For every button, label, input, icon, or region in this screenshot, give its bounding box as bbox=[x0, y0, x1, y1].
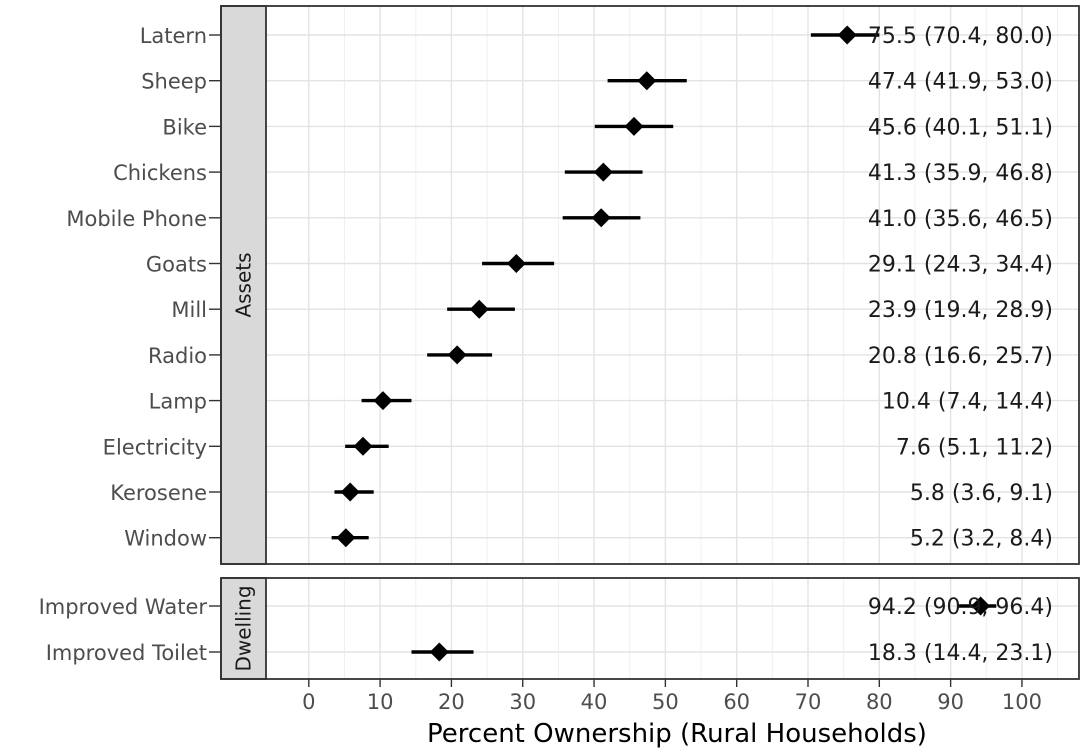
strip-label: Assets bbox=[232, 252, 256, 317]
estimate-text: 20.8 (16.6, 25.7) bbox=[868, 344, 1053, 369]
x-tick-label: 30 bbox=[509, 690, 536, 714]
x-tick-label: 80 bbox=[866, 690, 893, 714]
row-label: Improved Toilet bbox=[46, 641, 207, 665]
x-tick-label: 20 bbox=[438, 690, 465, 714]
row-label: Mobile Phone bbox=[66, 207, 207, 231]
x-axis-title: Percent Ownership (Rural Households) bbox=[427, 719, 927, 749]
estimate-point bbox=[624, 116, 644, 136]
estimate-point bbox=[447, 345, 467, 365]
panel-background bbox=[266, 6, 1079, 564]
x-axis: 0 10 20 30 40 50 60 70 80 90 100 bbox=[302, 679, 1042, 714]
estimate-text: 94.2 (90.9, 96.4) bbox=[868, 595, 1053, 620]
row-label: Lamp bbox=[149, 390, 207, 414]
estimate-point bbox=[837, 25, 857, 45]
estimate-text: 7.6 (5.1, 11.2) bbox=[896, 435, 1053, 460]
x-tick-label: 100 bbox=[1002, 690, 1042, 714]
row-label: Mill bbox=[171, 298, 207, 322]
row-label: Improved Water bbox=[39, 595, 208, 619]
estimate-text: 5.8 (3.6, 9.1) bbox=[910, 481, 1053, 506]
estimate-point bbox=[637, 71, 657, 91]
panel-border bbox=[220, 577, 1080, 680]
panel-assets: Latern 75.5 (70.4, 80.0) Sheep 47.4 (41.9, … bbox=[66, 5, 1080, 565]
estimate-text: 18.3 (14.4, 23.1) bbox=[868, 641, 1053, 666]
row-label: Sheep bbox=[141, 70, 207, 94]
estimate-text: 10.4 (7.4, 14.4) bbox=[882, 390, 1053, 415]
estimate-text: 45.6 (40.1, 51.1) bbox=[868, 115, 1053, 140]
estimate-point bbox=[429, 642, 449, 662]
estimate-text: 23.9 (19.4, 28.9) bbox=[868, 298, 1053, 323]
panel-border bbox=[220, 5, 1080, 565]
strip-label: Dwelling bbox=[232, 585, 256, 671]
strip-background bbox=[220, 577, 267, 680]
estimate-text: 29.1 (24.3, 34.4) bbox=[868, 253, 1053, 278]
estimate-point bbox=[340, 482, 360, 502]
estimate-text: 75.5 (70.4, 80.0) bbox=[868, 24, 1053, 49]
x-tick-label: 40 bbox=[581, 690, 608, 714]
estimate-text: 5.2 (3.2, 8.4) bbox=[910, 527, 1053, 552]
row-label: Goats bbox=[146, 253, 207, 277]
x-tick-label: 10 bbox=[367, 690, 394, 714]
estimate-point bbox=[971, 596, 991, 616]
panel-dwelling: Improved Water 94.2 (90.9, 96.4) Improved … bbox=[39, 577, 1080, 680]
row-label: Window bbox=[124, 527, 207, 551]
x-tick-label: 60 bbox=[723, 690, 750, 714]
estimate-text: 47.4 (41.9, 53.0) bbox=[868, 70, 1053, 95]
x-tick-label: 0 bbox=[302, 690, 315, 714]
row-label: Bike bbox=[162, 115, 207, 139]
estimate-point bbox=[593, 162, 613, 182]
estimate-point bbox=[591, 208, 611, 228]
estimate-text: 41.3 (35.9, 46.8) bbox=[868, 161, 1053, 186]
estimate-point bbox=[469, 299, 489, 319]
estimate-point bbox=[336, 528, 356, 548]
x-tick-label: 50 bbox=[652, 690, 679, 714]
row-label: Latern bbox=[140, 24, 207, 48]
row-label: Kerosene bbox=[110, 481, 207, 505]
estimate-point bbox=[373, 391, 393, 411]
row-label: Chickens bbox=[113, 161, 207, 185]
panel-background bbox=[266, 578, 1079, 679]
row-label: Radio bbox=[148, 344, 207, 368]
estimate-point bbox=[506, 254, 526, 273]
row-label: Electricity bbox=[103, 435, 207, 459]
x-tick-label: 90 bbox=[937, 690, 964, 714]
estimate-point bbox=[353, 436, 373, 456]
estimate-text: 41.0 (35.6, 46.5) bbox=[868, 207, 1053, 232]
x-tick-label: 70 bbox=[795, 690, 822, 714]
